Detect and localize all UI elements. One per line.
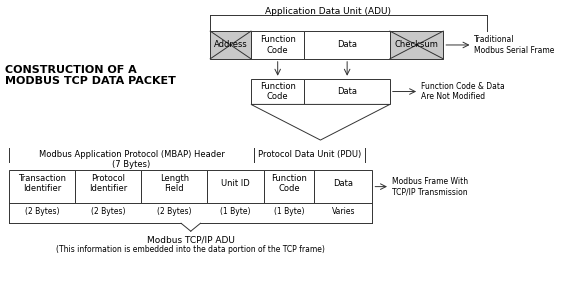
Text: Data: Data	[337, 87, 357, 96]
Polygon shape	[251, 105, 390, 140]
Text: Length
Field: Length Field	[160, 174, 189, 193]
Bar	[304, 79, 390, 105]
Text: Unit ID: Unit ID	[221, 179, 250, 188]
Text: Modbus TCP/IP ADU: Modbus TCP/IP ADU	[147, 235, 235, 244]
Text: Function Code & Data
Are Not Modified: Function Code & Data Are Not Modified	[421, 82, 505, 101]
Text: (This information is embedded into the data portion of the TCP frame): (This information is embedded into the d…	[56, 245, 325, 254]
Bar	[141, 170, 207, 204]
Bar	[304, 31, 390, 59]
Text: CONSTRUCTION OF A
MODBUS TCP DATA PACKET: CONSTRUCTION OF A MODBUS TCP DATA PACKET	[5, 65, 176, 86]
Bar	[210, 31, 251, 59]
Text: (2 Bytes): (2 Bytes)	[91, 207, 125, 216]
Text: (2 Bytes): (2 Bytes)	[157, 207, 191, 216]
Text: (1 Byte): (1 Byte)	[220, 207, 251, 216]
Bar	[251, 31, 304, 59]
Text: Traditional
Modbus Serial Frame: Traditional Modbus Serial Frame	[474, 35, 555, 55]
Text: Address: Address	[214, 41, 248, 49]
Bar	[314, 170, 372, 204]
Text: Application Data Unit (ADU): Application Data Unit (ADU)	[265, 7, 391, 16]
Bar	[251, 79, 304, 105]
Text: Function
Code: Function Code	[260, 82, 296, 101]
Text: Varies: Varies	[332, 207, 355, 216]
Text: Transaction
Identifier: Transaction Identifier	[18, 174, 66, 193]
Text: (2 Bytes): (2 Bytes)	[25, 207, 60, 216]
Text: Function
Code: Function Code	[271, 174, 307, 193]
Bar	[207, 170, 264, 204]
Bar	[9, 170, 75, 204]
Text: Modbus Application Protocol (MBAP) Header
(7 Bytes): Modbus Application Protocol (MBAP) Heade…	[38, 150, 225, 169]
Text: Data: Data	[337, 41, 357, 49]
Bar	[264, 170, 314, 204]
Text: Protocol
Identifier: Protocol Identifier	[89, 174, 127, 193]
Bar	[75, 170, 141, 204]
Text: Data: Data	[333, 179, 353, 188]
Text: (1 Byte): (1 Byte)	[274, 207, 304, 216]
Bar	[390, 31, 444, 59]
Text: Checksum: Checksum	[395, 41, 438, 49]
Text: Function
Code: Function Code	[260, 35, 296, 55]
Text: Protocol Data Unit (PDU): Protocol Data Unit (PDU)	[258, 150, 361, 159]
Text: Modbus Frame With
TCP/IP Transmission: Modbus Frame With TCP/IP Transmission	[392, 177, 468, 196]
